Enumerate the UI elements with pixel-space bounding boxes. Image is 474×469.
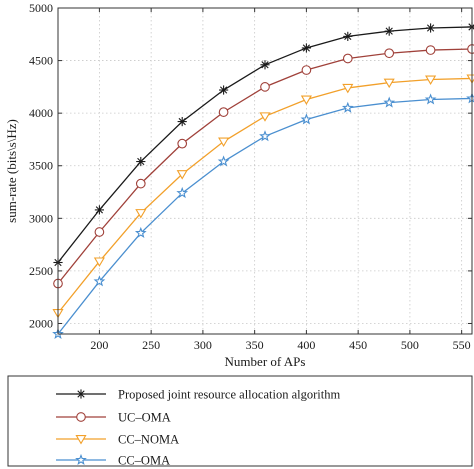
asterisk-marker — [301, 43, 311, 53]
y-tick-label: 4000 — [29, 106, 53, 120]
legend-entry: CC–NOMA — [56, 433, 179, 447]
y-axis-title: sum-rate (bits\s\Hz) — [4, 119, 19, 223]
x-tick-label: 500 — [401, 338, 419, 352]
triangle-down-marker — [135, 209, 147, 219]
circle-marker — [467, 44, 474, 54]
asterisk-marker — [384, 26, 394, 36]
x-tick-label: 250 — [142, 338, 160, 352]
triangle-down-marker — [218, 137, 230, 148]
triangle-down-marker — [425, 75, 437, 85]
star-marker — [217, 155, 230, 167]
star-marker — [259, 130, 271, 142]
triangle-down-marker — [342, 83, 354, 94]
legend-box — [7, 375, 473, 467]
plot-frame — [57, 7, 473, 335]
circle-marker — [384, 48, 395, 59]
y-tick-label: 3000 — [29, 211, 53, 225]
series-2 — [53, 44, 474, 289]
x-axis-title: Number of APs — [225, 354, 306, 369]
triangle-down-marker — [75, 434, 87, 445]
triangle-down-marker — [176, 170, 188, 180]
asterisk-marker — [94, 205, 104, 215]
circle-marker — [425, 45, 436, 55]
asterisk-marker — [177, 116, 187, 127]
y-tick-label: 4500 — [29, 54, 53, 68]
asterisk-marker — [76, 389, 86, 399]
circle-marker — [342, 53, 353, 64]
circle-marker — [260, 82, 270, 92]
legend-label: CC–NOMA — [118, 433, 179, 447]
star-marker — [300, 113, 313, 125]
triangle-down-marker — [259, 112, 271, 122]
series-3 — [52, 74, 474, 319]
series-1 — [53, 22, 474, 268]
legend-entry: Proposed joint resource allocation algor… — [56, 388, 340, 402]
y-tick-label: 2500 — [29, 264, 53, 278]
y-tick-label: 2000 — [29, 316, 53, 330]
asterisk-marker — [219, 85, 229, 95]
asterisk-marker — [467, 22, 474, 32]
star-marker — [424, 93, 437, 105]
grid — [58, 8, 472, 334]
legend-label: UC–OMA — [118, 411, 171, 425]
star-marker — [134, 226, 147, 239]
asterisk-marker — [136, 156, 146, 167]
x-tick-label: 300 — [194, 338, 212, 352]
star-marker — [93, 275, 106, 287]
x-axis-ticks: 200 250 300 350 400 450 500 550 — [90, 8, 471, 352]
asterisk-marker — [343, 31, 353, 41]
star-marker — [341, 101, 354, 113]
circle-marker — [76, 412, 86, 422]
star-marker — [466, 92, 474, 104]
asterisk-marker — [260, 60, 270, 70]
x-tick-label: 400 — [297, 338, 315, 352]
legend-entry: UC–OMA — [56, 411, 171, 425]
asterisk-marker — [426, 23, 436, 33]
legend: Proposed joint resource allocation algor… — [7, 375, 473, 468]
x-tick-label: 200 — [90, 338, 108, 352]
circle-marker — [177, 138, 188, 149]
x-tick-label: 350 — [246, 338, 264, 352]
legend-label: Proposed joint resource allocation algor… — [118, 388, 340, 402]
circle-marker — [218, 107, 229, 117]
circle-marker — [135, 178, 146, 189]
legend-entry: CC–OMA — [56, 454, 170, 468]
series-group — [52, 22, 474, 339]
circle-marker — [301, 65, 312, 75]
y-axis-ticks: 2000 2500 3000 3500 4000 4500 5000 — [29, 1, 472, 330]
circle-marker — [94, 227, 105, 237]
legend-items: Proposed joint resource allocation algor… — [56, 388, 340, 468]
series-4 — [52, 92, 474, 339]
star-marker — [75, 453, 87, 465]
star-marker — [383, 96, 396, 108]
x-tick-label: 550 — [453, 338, 471, 352]
legend-label: CC–OMA — [118, 454, 170, 468]
triangle-down-marker — [93, 257, 105, 267]
triangle-down-marker — [300, 95, 312, 105]
star-marker — [176, 186, 189, 199]
y-tick-label: 5000 — [29, 1, 53, 15]
triangle-down-marker — [383, 78, 395, 89]
x-tick-label: 450 — [349, 338, 367, 352]
y-tick-label: 3500 — [29, 159, 53, 173]
